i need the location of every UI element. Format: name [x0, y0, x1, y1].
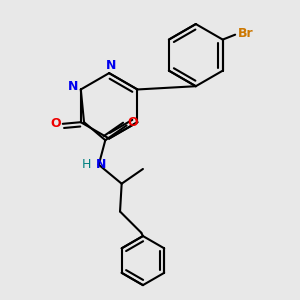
Text: O: O — [128, 116, 138, 129]
Text: N: N — [96, 158, 106, 171]
Text: N: N — [106, 59, 116, 72]
Text: O: O — [50, 117, 61, 130]
Text: N: N — [68, 80, 78, 93]
Text: H: H — [82, 158, 91, 171]
Text: Br: Br — [237, 27, 253, 40]
